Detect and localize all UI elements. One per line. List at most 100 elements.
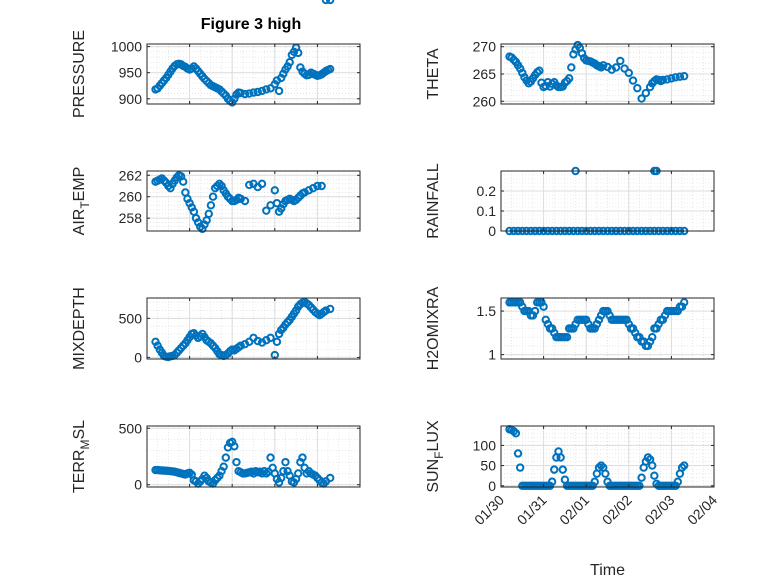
data-point	[635, 481, 644, 490]
data-point	[530, 306, 540, 316]
y-axis-label: AIRTEMP	[71, 167, 92, 236]
x-tick-label: 02/01	[556, 492, 592, 528]
data-point	[321, 0, 331, 5]
data-point	[262, 85, 271, 94]
data-point	[281, 457, 290, 467]
data-point	[637, 94, 646, 103]
data-point	[556, 453, 565, 462]
data-point	[240, 196, 250, 206]
data-point	[515, 463, 525, 472]
data-point	[637, 473, 646, 482]
data-point	[230, 442, 239, 451]
data-point	[611, 63, 621, 72]
data-point	[219, 462, 228, 471]
axes-frame	[146, 425, 361, 488]
y-axis-label-main: AIR	[71, 209, 88, 236]
data-point	[558, 465, 567, 474]
data-point	[206, 201, 216, 210]
data-point	[245, 180, 254, 190]
data-point	[240, 89, 250, 99]
data-point	[590, 477, 599, 486]
data-point	[236, 88, 245, 98]
y-axis-label-main: SUN	[425, 459, 442, 493]
data-point	[675, 72, 685, 81]
y-axis-label: SUNFLUX	[425, 420, 446, 493]
y-tick-label: 0	[134, 477, 142, 493]
data-point	[662, 75, 672, 84]
data-point	[236, 341, 245, 350]
data-point	[511, 429, 521, 438]
data-point	[599, 61, 608, 70]
data-point	[266, 84, 275, 93]
data-point	[679, 298, 689, 307]
data-point	[317, 181, 326, 191]
y-tick-label: 0	[488, 478, 496, 494]
y-axis-label-main: H2OMIXRA	[425, 286, 442, 370]
y-tick-label: 1000	[111, 39, 142, 55]
data-point	[641, 88, 651, 98]
x-tick-label: 02/03	[641, 492, 677, 528]
y-axis-label: H2OMIXRA	[425, 286, 442, 370]
y-axis-label-main: RAINFALL	[425, 163, 442, 239]
x-axis-label: Time	[590, 562, 625, 579]
data-point	[313, 181, 322, 191]
y-tick-label: 500	[119, 420, 143, 436]
y-tick-label: 950	[119, 65, 143, 81]
data-point	[562, 333, 572, 342]
data-point	[679, 71, 689, 81]
data-point	[221, 453, 231, 462]
axes-frame	[500, 170, 715, 232]
data-point	[274, 86, 284, 96]
axes-frame	[146, 297, 361, 360]
data-point	[257, 86, 267, 96]
data-point	[620, 64, 629, 73]
data-point	[285, 58, 294, 67]
y-tick-label: 0	[134, 349, 142, 365]
data-point	[253, 336, 262, 346]
y-tick-label: 50	[480, 458, 496, 474]
y-axis-label-subscript: M	[78, 440, 92, 450]
data-point	[257, 179, 267, 189]
axes-frame	[146, 170, 361, 232]
data-point	[325, 304, 335, 314]
y-tick-label: 1	[488, 347, 496, 363]
data-point	[679, 461, 689, 470]
panel-h2omixra: 1 1.5 H2OMIXRA	[425, 286, 715, 370]
x-tick-label: 01/30	[471, 492, 507, 528]
data-point	[249, 88, 258, 97]
data-point	[535, 66, 544, 75]
data-point	[325, 473, 335, 483]
y-tick-label: 1.5	[477, 303, 497, 319]
y-tick-label: 100	[473, 437, 497, 453]
data-point	[513, 449, 523, 458]
y-tick-label: 258	[119, 210, 143, 226]
data-point	[325, 64, 335, 74]
data-point	[550, 465, 559, 474]
data-point	[673, 477, 682, 486]
data-point	[601, 469, 610, 478]
y-tick-label: 270	[473, 39, 497, 55]
y-tick-label: 260	[473, 93, 497, 109]
data-point	[266, 333, 275, 343]
x-tick-label: 02/02	[599, 492, 635, 528]
y-axis-label-tail: LUX	[425, 420, 442, 451]
data-point	[270, 186, 279, 195]
y-tick-label: 260	[119, 189, 143, 205]
axes-frame	[146, 43, 361, 105]
panel-theta: 260 265 270 THETA	[425, 39, 715, 109]
data-point	[272, 337, 282, 346]
panel-sun_flux: 0 50 100 SUNFLUX 01/30 01/31 02/01 02/02 02/03 02…	[425, 420, 720, 579]
y-tick-label: 500	[119, 310, 143, 326]
y-axis-label-tail: SL	[71, 420, 88, 440]
data-point	[232, 457, 241, 467]
panel-pressure: 900 950 1000 PRESSURE	[71, 30, 361, 118]
data-point	[179, 177, 188, 186]
axes-frame	[500, 297, 715, 360]
y-axis-label: TERRMSL	[71, 420, 92, 493]
data-point	[208, 192, 218, 201]
data-point	[266, 453, 275, 462]
y-axis-label: THETA	[425, 48, 442, 100]
y-axis-label: MIXDEPTH	[71, 287, 88, 370]
y-axis-label-subscript: T	[78, 201, 92, 209]
